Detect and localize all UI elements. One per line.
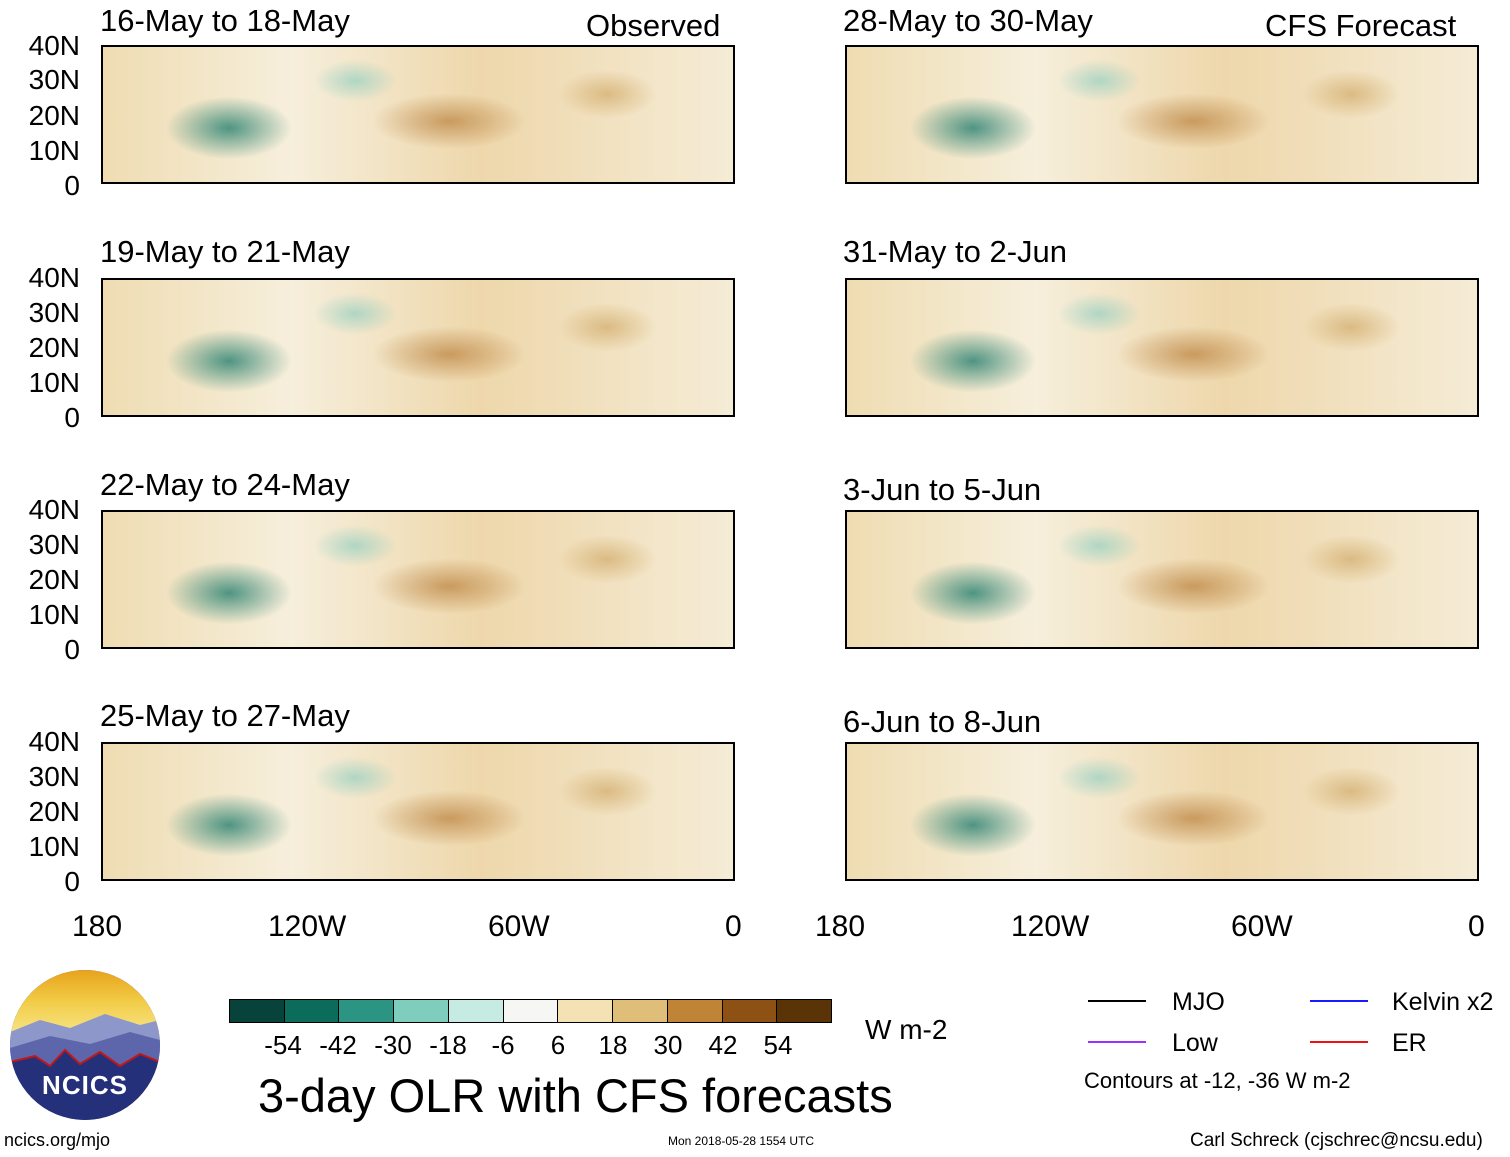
colorbar-tick: 54 [763, 1030, 793, 1060]
colorbar-tick: -54 [264, 1030, 302, 1060]
x-tick: 180 [72, 910, 123, 943]
x-tick: 120W [268, 910, 347, 943]
kelvin-legend-line [1310, 1000, 1368, 1002]
panel-title: 16-May to 18-May [100, 3, 350, 38]
olr-map-panel [845, 278, 1479, 417]
colorbar-tick: -18 [429, 1030, 467, 1060]
y-tick: 10N [28, 599, 80, 630]
x-tick: 180 [815, 910, 866, 943]
y-tick: 20N [28, 796, 80, 827]
main-title: 3-day OLR with CFS forecasts [258, 1069, 893, 1122]
colorbar-bin [503, 1000, 559, 1022]
y-tick: 30N [28, 761, 80, 792]
y-tick: 40N [28, 262, 80, 293]
panel-title: 22-May to 24-May [100, 467, 350, 502]
colorbar-bin [722, 1000, 778, 1022]
y-tick: 40N [28, 30, 80, 61]
colorbar-bin [777, 1000, 832, 1022]
colorbar-bin [613, 1000, 668, 1022]
colorbar-bin [339, 1000, 395, 1022]
y-tick: 10N [28, 135, 80, 166]
mjo-legend-line [1088, 1000, 1146, 1002]
y-tick: 10N [28, 367, 80, 398]
panel-title: 3-Jun to 5-Jun [843, 472, 1042, 507]
y-tick: 0 [64, 634, 80, 665]
colorbar-tick: -6 [491, 1030, 515, 1060]
x-tick: 120W [1011, 910, 1090, 943]
kelvin-legend-label: Kelvin x2 [1392, 988, 1494, 1016]
x-tick: 60W [1231, 910, 1293, 943]
er-legend-line [1310, 1041, 1368, 1043]
panel-title: 31-May to 2-Jun [843, 234, 1067, 269]
olr-map-panel [101, 278, 735, 417]
y-tick: 10N [28, 831, 80, 862]
y-tick: 0 [64, 170, 80, 201]
y-tick: 30N [28, 64, 80, 95]
logo-text: NCICS [42, 1070, 128, 1100]
observed-label: Observed [586, 8, 721, 43]
olr-map-panel [101, 45, 735, 184]
y-tick: 20N [28, 100, 80, 131]
panel-title: 28-May to 30-May [843, 3, 1093, 38]
colorbar-tick: 30 [653, 1030, 683, 1060]
y-tick: 0 [64, 866, 80, 897]
colorbar [229, 999, 832, 1023]
y-tick: 0 [64, 402, 80, 433]
panel-title: 25-May to 27-May [100, 698, 350, 733]
colorbar-tick: -30 [374, 1030, 412, 1060]
olr-map-panel [101, 510, 735, 649]
timestamp: Mon 2018-05-28 1554 UTC [668, 1134, 815, 1148]
olr-map-panel [845, 510, 1479, 649]
colorbar-units: W m-2 [865, 1014, 948, 1045]
er-legend-label: ER [1392, 1029, 1427, 1057]
colorbar-tick: 6 [550, 1030, 566, 1060]
colorbar-bin [284, 1000, 340, 1022]
x-tick: 0 [1468, 910, 1485, 943]
x-tick: 0 [725, 910, 742, 943]
colorbar-tick: -42 [319, 1030, 357, 1060]
ncics-url[interactable]: ncics.org/mjo [4, 1130, 111, 1150]
x-tick: 60W [488, 910, 550, 943]
panel-title: 6-Jun to 8-Jun [843, 704, 1042, 739]
y-tick: 20N [28, 564, 80, 595]
olr-map-panel [101, 742, 735, 881]
colorbar-bin [394, 1000, 449, 1022]
colorbar-bin [558, 1000, 614, 1022]
y-tick: 30N [28, 297, 80, 328]
colorbar-tick: 18 [598, 1030, 628, 1060]
mjo-legend-label: MJO [1172, 988, 1225, 1016]
ncics-logo: NCICS [10, 970, 160, 1120]
y-tick: 30N [28, 529, 80, 560]
author-credit: Carl Schreck (cjschrec@ncsu.edu) [1190, 1130, 1483, 1151]
colorbar-bin [230, 1000, 285, 1022]
low-legend-line [1088, 1041, 1146, 1043]
low-legend-label: Low [1172, 1029, 1218, 1057]
olr-map-panel [845, 45, 1479, 184]
contours-note: Contours at -12, -36 W m-2 [1084, 1068, 1351, 1093]
colorbar-bin [448, 1000, 504, 1022]
olr-map-panel [845, 742, 1479, 881]
panel-title: 19-May to 21-May [100, 234, 350, 269]
colorbar-tick: 42 [708, 1030, 738, 1060]
y-tick: 40N [28, 494, 80, 525]
logo-graphic [10, 970, 160, 1120]
y-tick: 40N [28, 726, 80, 757]
y-tick: 20N [28, 332, 80, 363]
cfs-forecast-label: CFS Forecast [1265, 8, 1457, 43]
colorbar-bin [667, 1000, 723, 1022]
